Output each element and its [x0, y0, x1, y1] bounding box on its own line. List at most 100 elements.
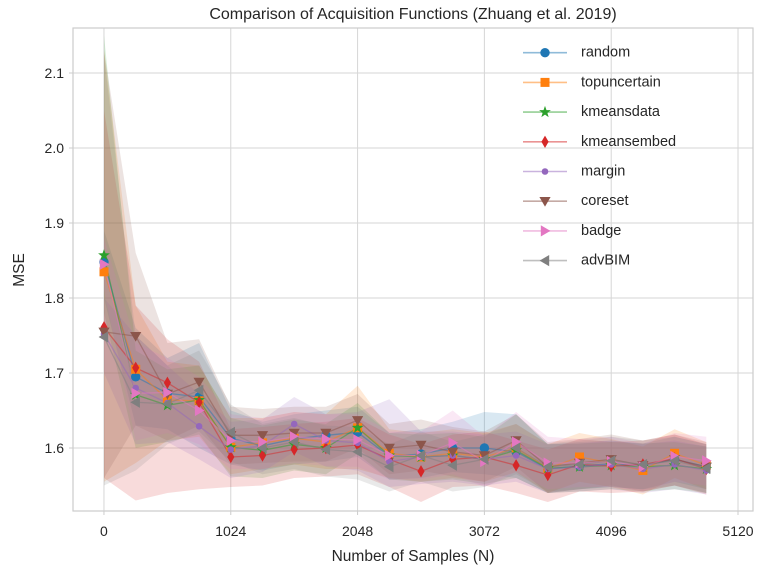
plot-frame	[72, 27, 754, 512]
marker-thin-diamond	[512, 459, 520, 472]
marker-triangle-left	[352, 446, 362, 458]
y-tick-label: 1.9	[45, 215, 65, 231]
marker-triangle-down	[539, 197, 551, 207]
marker-triangle-down	[447, 447, 459, 458]
marker-thin-diamond	[541, 135, 549, 148]
legend-item-kmeansembed: kmeansembed	[523, 134, 676, 150]
legend-label: kmeansdata	[581, 104, 661, 120]
marker-thin-diamond	[449, 453, 457, 466]
legend-label: badge	[581, 223, 621, 239]
marker-triangle-left	[574, 458, 584, 471]
marker-thin-diamond	[132, 361, 140, 374]
marker-triangle-down	[415, 440, 427, 451]
marker-dot	[227, 446, 235, 453]
x-tick-label: 3072	[469, 523, 500, 539]
marker-triangle-right	[290, 431, 300, 443]
marker-triangle-right	[702, 455, 712, 467]
y-axis-label: MSE	[11, 253, 28, 287]
marker-triangle-down	[288, 428, 300, 439]
marker-triangle-right	[258, 436, 268, 448]
marker-circle	[540, 48, 550, 58]
marker-triangle-left	[542, 461, 552, 473]
marker-triangle-right	[226, 434, 237, 447]
marker-triangle-down	[130, 332, 142, 342]
marker-thin-diamond	[290, 443, 298, 456]
x-axis-label: Number of Samples (N)	[332, 548, 495, 565]
marker-triangle-left	[130, 396, 140, 408]
legend-label: margin	[581, 164, 625, 180]
marker-triangle-right	[131, 387, 142, 399]
marker-triangle-down	[383, 443, 395, 454]
marker-triangle-right	[540, 225, 551, 237]
x-tick-label: 0	[100, 523, 108, 539]
marker-triangle-right	[385, 449, 395, 462]
marker-dot	[195, 423, 203, 430]
legend-item-topuncertain: topuncertain	[523, 74, 661, 90]
marker-triangle-right	[448, 437, 459, 449]
chart-title: Comparison of Acquisition Functions (Zhu…	[209, 6, 616, 23]
legend-item-coreset: coreset	[523, 193, 629, 209]
y-tick-label: 1.7	[45, 365, 65, 381]
band-badge	[104, 238, 707, 492]
marker-thin-diamond	[544, 468, 552, 482]
marker-triangle-right	[163, 386, 173, 399]
y-tick-label: 2.0	[45, 140, 65, 156]
marker-thin-diamond	[227, 450, 235, 464]
gridlines	[73, 28, 753, 511]
marker-triangle-left	[257, 442, 267, 454]
marker-triangle-left	[320, 443, 331, 456]
x-tick-label: 5120	[722, 523, 753, 539]
marker-triangle-left	[669, 455, 679, 467]
y-tick-label: 2.1	[45, 65, 65, 81]
marker-triangle-right	[194, 404, 205, 417]
marker-triangle-left	[700, 462, 711, 474]
marker-star	[98, 249, 110, 261]
marker-thin-diamond	[417, 465, 425, 478]
legend-item-margin: margin	[523, 164, 625, 180]
band-topuncertain	[104, 50, 707, 495]
marker-triangle-down	[193, 377, 205, 388]
x-tick-label: 4096	[596, 523, 627, 539]
marker-triangle-right	[511, 436, 522, 448]
marker-triangle-down	[478, 451, 490, 461]
marker-triangle-down	[256, 431, 269, 441]
marker-circle	[131, 372, 141, 382]
legend-label: random	[581, 45, 630, 61]
legend-item-random: random	[523, 45, 630, 61]
line-margin	[103, 333, 707, 472]
marker-triangle-left	[193, 384, 204, 396]
band-margin	[104, 298, 707, 495]
legend: random topuncertain kmeansdata kmeansembed m…	[523, 45, 676, 269]
marker-triangle-left	[288, 436, 299, 448]
marker-triangle-left	[98, 331, 109, 343]
marker-star	[539, 105, 551, 118]
band-coreset	[104, 50, 707, 493]
axis-ticks: 0 1024 2048 3072 4096 5120 1.6 1.7 1.8 1.9 2.0 2.1	[45, 65, 754, 539]
marker-dot	[512, 452, 520, 459]
legend-label: kmeansembed	[581, 134, 676, 150]
marker-thin-diamond	[195, 396, 203, 409]
marker-thin-diamond	[163, 376, 171, 389]
marker-triangle-left	[225, 426, 235, 438]
x-tick-label: 2048	[342, 523, 373, 539]
marker-triangle-left	[605, 455, 616, 467]
marker-triangle-left	[447, 459, 457, 471]
band-kmeansdata	[104, 35, 707, 493]
legend-label: topuncertain	[581, 74, 661, 90]
series-markers	[98, 249, 713, 482]
marker-triangle-right	[321, 433, 332, 445]
y-tick-label: 1.8	[45, 290, 65, 306]
band-advBIM	[104, 54, 707, 494]
marker-triangle-left	[539, 255, 550, 267]
marker-triangle-down	[320, 428, 332, 439]
marker-triangle-down	[98, 327, 110, 338]
y-tick-label: 1.6	[45, 440, 65, 456]
legend-item-badge: badge	[523, 223, 621, 239]
legend-item-advBIM: advBIM	[523, 253, 630, 269]
legend-item-kmeansdata: kmeansdata	[523, 104, 661, 120]
legend-label: advBIM	[581, 253, 630, 269]
marker-triangle-down	[352, 416, 364, 426]
line-kmeansembed	[103, 326, 707, 476]
